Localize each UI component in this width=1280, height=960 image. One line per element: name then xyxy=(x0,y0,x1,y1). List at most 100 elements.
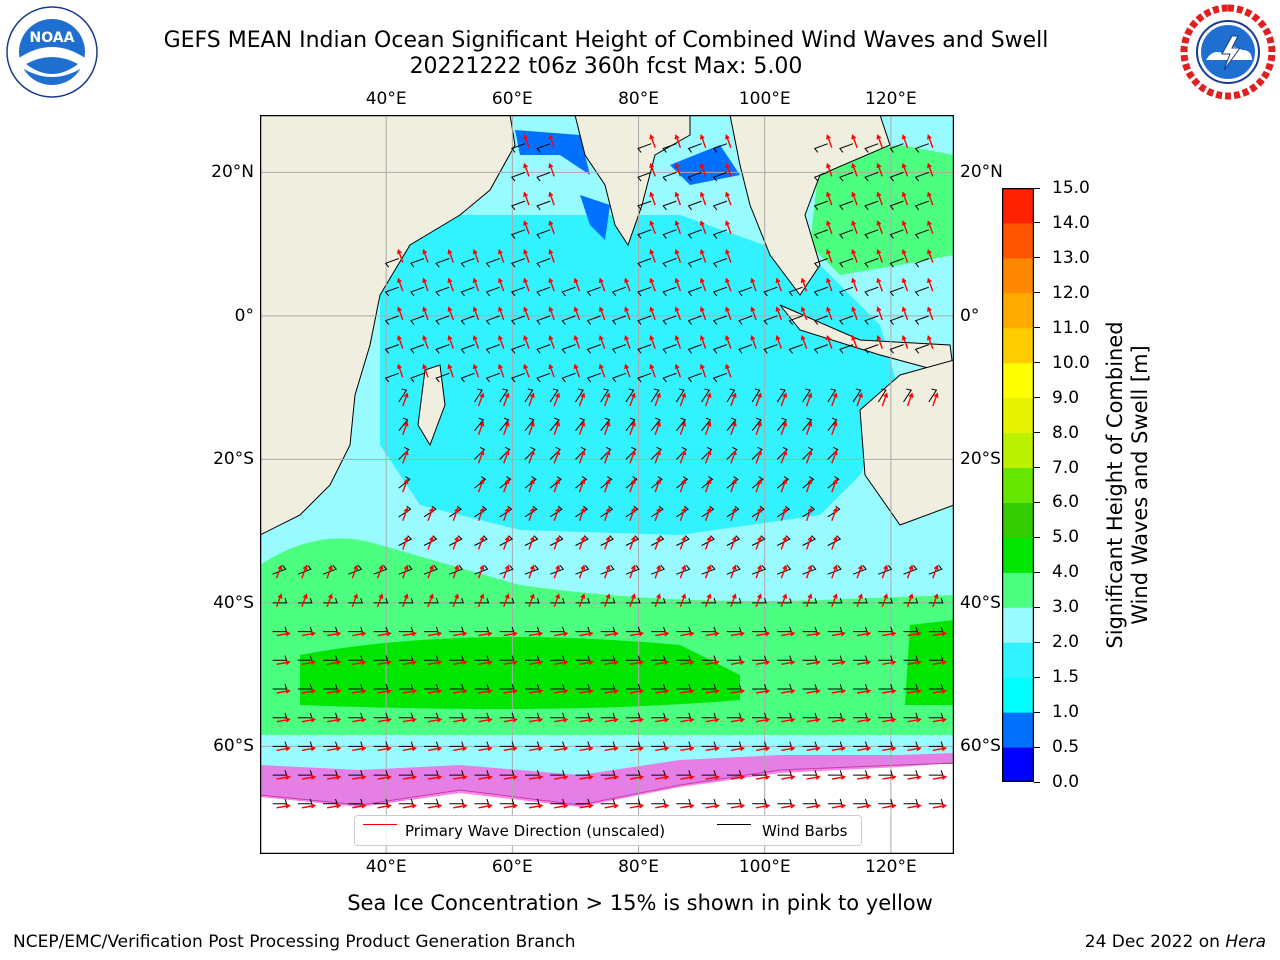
wave-arrow-408 xyxy=(326,746,342,752)
wind-barb-370 xyxy=(726,684,742,690)
wind-barb-304 xyxy=(424,626,439,633)
wind-barb-438 xyxy=(398,770,414,776)
wave-arrow-272 xyxy=(301,593,308,608)
wave-arrow-94 xyxy=(699,306,707,321)
wind-barb-294 xyxy=(853,598,868,604)
wind-barb-311 xyxy=(600,626,616,633)
wave-arrow-467 xyxy=(453,803,468,809)
wind-barb-165 xyxy=(575,417,586,432)
wind-barb-273 xyxy=(323,598,338,604)
wind-barb-1 xyxy=(536,143,551,153)
lon-tick-bottom-2: 80°E xyxy=(618,857,659,877)
wave-arrow-247 xyxy=(351,564,359,579)
wind-barb-245 xyxy=(297,564,312,575)
wind-barb-12 xyxy=(536,171,551,182)
colorbar-label-16: 14.0 xyxy=(1052,212,1090,233)
wave-arrow-162 xyxy=(503,421,510,435)
colorbar-segment-5 xyxy=(1002,572,1034,608)
wave-arrow-270 xyxy=(932,564,939,579)
wave-arrow-144 xyxy=(553,392,560,407)
wave-arrow-479 xyxy=(755,803,771,809)
wave-arrow-259 xyxy=(654,564,661,579)
wave-arrow-440 xyxy=(453,774,468,780)
wave-arrow-55 xyxy=(826,248,833,263)
wave-arrow-201 xyxy=(679,478,687,493)
wave-arrow-249 xyxy=(402,564,409,579)
wave-arrow-470 xyxy=(528,803,544,809)
wind-barb-358 xyxy=(424,684,439,690)
wave-arrow-9 xyxy=(901,134,909,148)
wind-barb-271 xyxy=(272,598,288,604)
wind-barb-384 xyxy=(398,712,414,719)
wind-barb-240 xyxy=(751,535,766,546)
wind-barb-337 xyxy=(575,655,591,661)
wave-arrow-60 xyxy=(397,277,404,292)
wind-barb-248 xyxy=(373,564,388,575)
wave-arrow-182 xyxy=(604,449,611,464)
wind-barb-45 xyxy=(410,258,425,268)
wave-arrow-318 xyxy=(781,631,796,637)
wind-barb-301 xyxy=(348,626,363,633)
wind-barbs-label: Wind Barbs xyxy=(762,822,848,840)
wave-arrow-274 xyxy=(351,593,359,608)
colorbar-title: Significant Height of Combined Wind Wave… xyxy=(1103,321,1153,648)
wave-arrow-379 xyxy=(276,717,291,723)
wave-arrow-435 xyxy=(326,774,342,780)
wave-arrow-262 xyxy=(730,564,737,579)
wind-barb-455 xyxy=(827,770,843,776)
wind-barb-342 xyxy=(701,655,717,661)
wave-arrow-50 xyxy=(548,248,555,263)
wave-arrow-475 xyxy=(655,803,670,809)
wind-barb-288 xyxy=(701,598,717,604)
wind-barb-297 xyxy=(928,598,944,604)
wind-barb-64 xyxy=(485,286,500,297)
wind-barb-30 xyxy=(864,200,879,211)
wave-arrow-81 xyxy=(927,277,934,292)
wave-arrow-218 xyxy=(654,507,661,522)
wave-arrow-211 xyxy=(477,507,485,522)
wave-direction-label: Primary Wave Direction (unscaled) xyxy=(405,822,666,840)
wave-arrow-233 xyxy=(578,535,586,550)
wave-arrow-217 xyxy=(629,507,636,522)
wind-barb-94 xyxy=(687,315,702,325)
colorbar-title-line2: Wind Waves and Swell [m] xyxy=(1128,345,1152,625)
wave-arrow-263 xyxy=(755,564,762,579)
chart-title: GEFS MEAN Indian Ocean Significant Heigh… xyxy=(0,28,1212,80)
wind-barb-250 xyxy=(423,564,438,575)
wind-barb-170 xyxy=(701,417,712,432)
wave-arrow-414 xyxy=(478,746,493,752)
wind-barb-34 xyxy=(536,229,551,239)
wave-arrow-451 xyxy=(730,774,746,780)
wind-barb-28 xyxy=(813,200,828,211)
wave-arrow-343 xyxy=(730,660,746,666)
colorbar-label-4: 2.0 xyxy=(1052,632,1080,653)
wave-arrow-342 xyxy=(705,660,720,666)
green-sea-region xyxy=(810,145,954,275)
wave-arrow-194 xyxy=(503,478,510,493)
wind-barb-278 xyxy=(449,598,464,604)
wave-arrow-28 xyxy=(826,191,833,206)
colorbar-tick-10 xyxy=(1034,432,1040,434)
wave-arrow-413 xyxy=(453,746,468,752)
wind-barb-310 xyxy=(575,626,591,633)
wind-barb-349 xyxy=(878,655,893,661)
colorbar-segment-0 xyxy=(1002,747,1034,782)
wave-arrow-317 xyxy=(755,631,771,637)
wind-barb-154 xyxy=(802,388,811,403)
wave-arrow-382 xyxy=(352,717,367,723)
wind-barb-42 xyxy=(889,229,904,239)
wave-arrow-256 xyxy=(578,564,586,579)
wind-barb-184 xyxy=(650,446,662,460)
wind-barb-443 xyxy=(525,770,540,776)
wind-barb-219 xyxy=(676,505,689,518)
wave-arrow-187 xyxy=(730,449,737,464)
wave-arrow-79 xyxy=(876,277,883,292)
wave-arrow-169 xyxy=(679,421,687,435)
wind-barb-338 xyxy=(600,655,616,661)
wave-arrow-405 xyxy=(932,717,948,723)
wind-barb-123 xyxy=(864,344,879,354)
wave-arrow-442 xyxy=(503,774,518,780)
colorbar-tick-8 xyxy=(1034,501,1040,503)
wave-arrow-191 xyxy=(831,449,838,464)
wave-arrow-223 xyxy=(780,507,788,522)
